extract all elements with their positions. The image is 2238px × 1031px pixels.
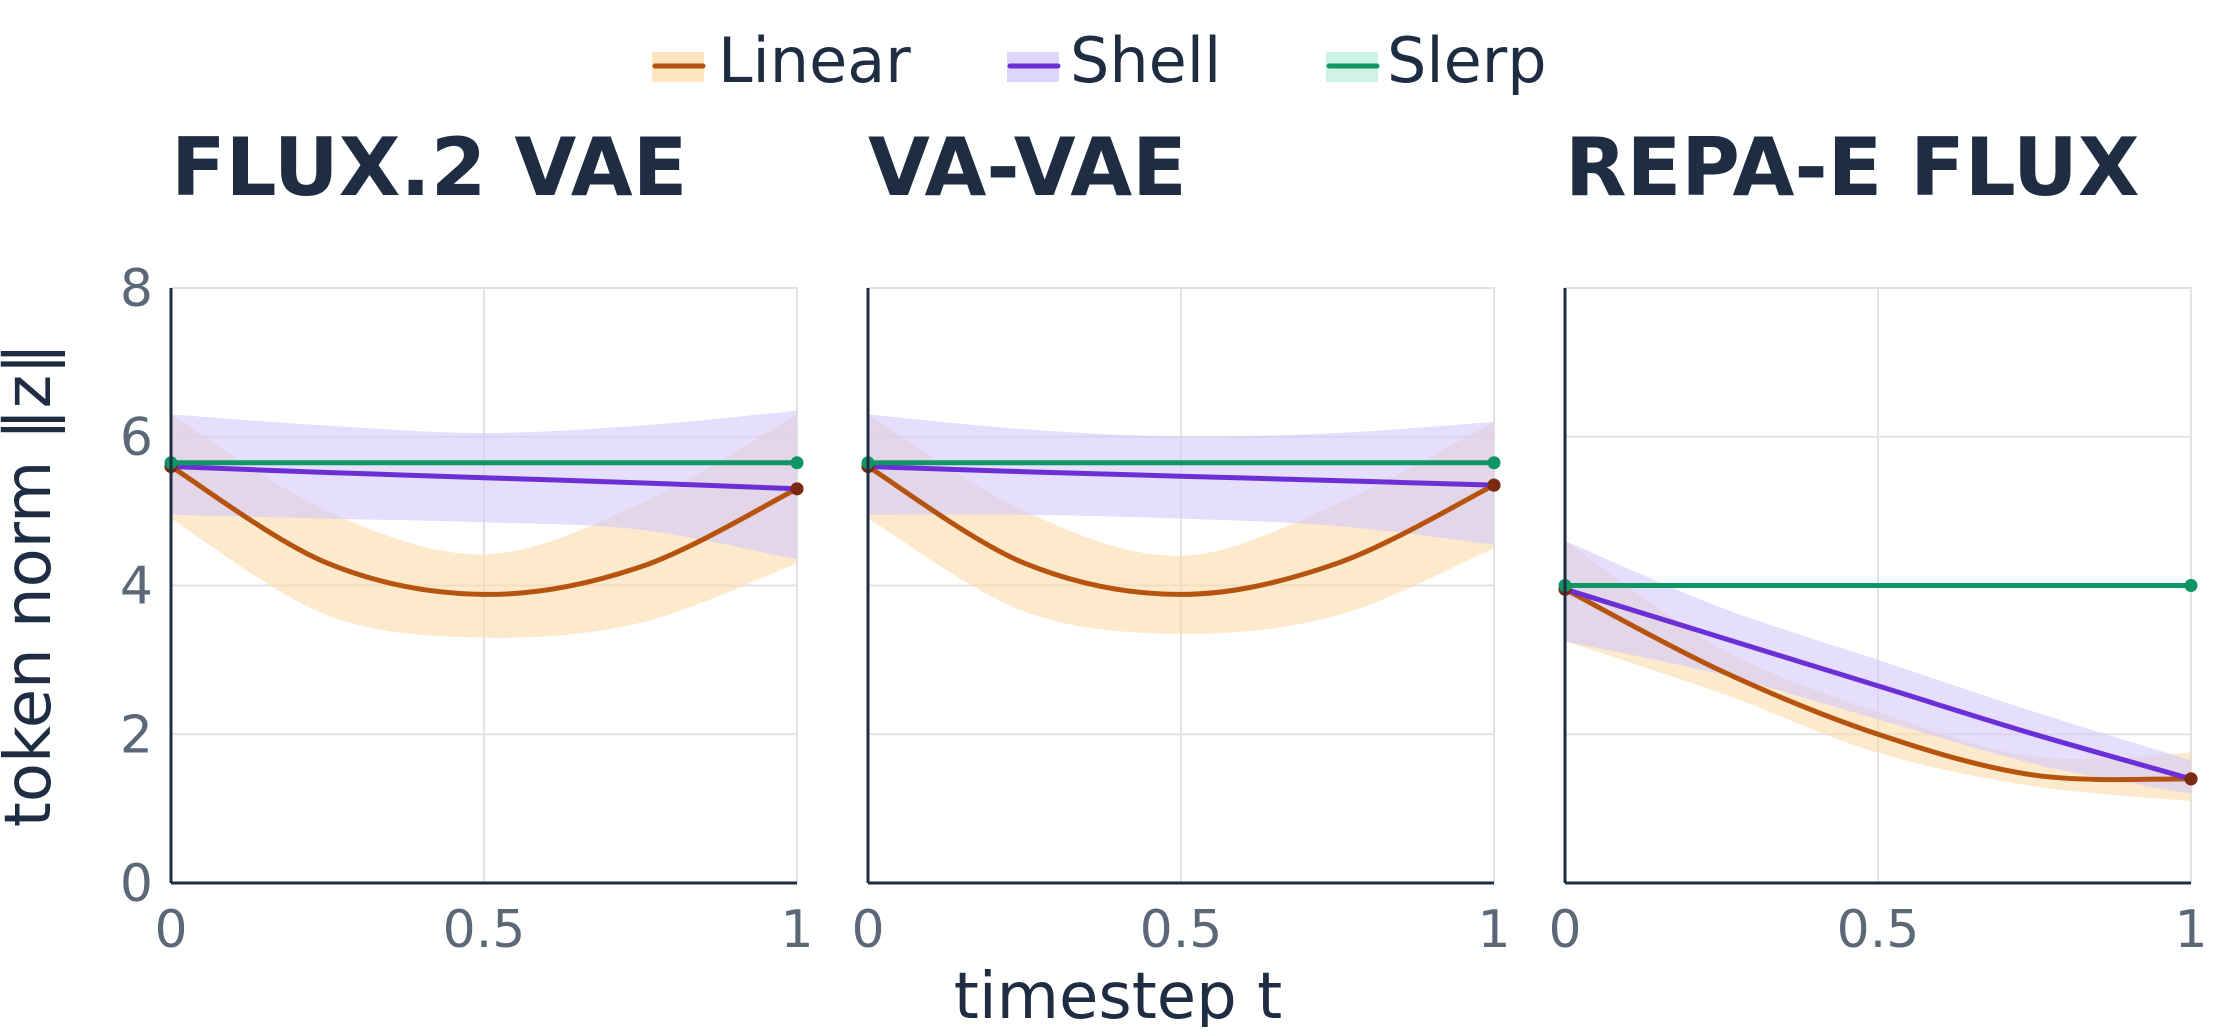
y-tick-label: 6 [120,408,153,468]
panel-2: VA-VAE 0 0.5 1 [851,121,1510,960]
band-shell [1565,540,2191,794]
plot-frame [868,287,1495,883]
endpoint-shell [2184,772,2198,786]
plot-frame [171,287,798,883]
panel-title: FLUX.2 VAE [171,121,687,214]
series-line-shell [1562,586,2194,782]
y-axis-title: token norm ‖z‖ [0,343,66,828]
legend-item-slerp: Slerp [1326,24,1547,97]
series-line-shell [168,464,800,492]
x-tick-label: 1 [780,900,813,960]
legend-label: Slerp [1387,24,1547,97]
series-line-linear [865,464,1497,597]
endpoint-slerp [2184,579,2198,592]
y-tick-label: 8 [120,259,153,319]
x-tick-label: 0 [154,900,187,960]
y-tick-label: 0 [120,854,153,914]
x-axis-title: timestep t [954,960,1282,1027]
x-tick-label: 0.5 [1837,900,1920,960]
band-linear [171,414,797,638]
panel-3: REPA-E FLUX 0 0.5 1 [1548,121,2207,960]
legend-label: Linear [718,24,911,97]
x-tick-label: 0 [851,900,884,960]
panel-title: VA-VAE [868,121,1187,214]
panel-title: REPA-E FLUX [1565,121,2140,214]
panel-1: FLUX.2 VAE 0 2 4 6 8 0 0.5 1 [120,121,814,960]
band-shell [171,410,797,560]
legend-label: Shell [1070,24,1221,97]
legend-item-shell: Shell [1007,24,1221,97]
plot-frame [1565,287,2192,883]
endpoint-slerp [790,456,804,470]
band-shell [868,414,1494,545]
x-tick-label: 0 [1548,900,1581,960]
y-tick-label: 4 [120,557,153,617]
series-line-linear [168,464,800,597]
series-line-linear [1562,586,2194,783]
legend: Linear Shell Slerp [652,24,1547,97]
series-line-shell [865,464,1497,488]
x-tick-label: 0.5 [443,900,526,960]
x-tick-label: 1 [1477,900,1510,960]
y-tick-label: 2 [120,705,153,765]
endpoint-shell [1487,478,1501,492]
endpoint-slerp [1487,456,1501,470]
endpoint-shell [790,482,804,496]
band-linear [868,414,1494,634]
legend-item-linear: Linear [652,24,911,97]
x-tick-label: 0.5 [1140,900,1223,960]
x-tick-label: 1 [2174,900,2207,960]
